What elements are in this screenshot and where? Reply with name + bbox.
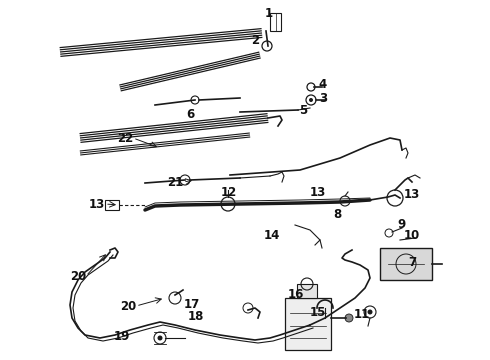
- Text: 3: 3: [319, 91, 327, 104]
- Text: 20: 20: [70, 270, 86, 283]
- Text: 9: 9: [398, 217, 406, 230]
- Circle shape: [157, 336, 163, 341]
- Text: 14: 14: [264, 229, 280, 242]
- Text: 13: 13: [89, 198, 105, 211]
- Text: 20: 20: [120, 300, 136, 312]
- Text: 22: 22: [117, 131, 133, 144]
- FancyBboxPatch shape: [270, 13, 281, 31]
- Text: 4: 4: [319, 77, 327, 90]
- Text: 1: 1: [265, 6, 273, 19]
- Text: 17: 17: [184, 297, 200, 310]
- Text: 19: 19: [114, 329, 130, 342]
- Text: 12: 12: [221, 185, 237, 198]
- FancyBboxPatch shape: [285, 298, 331, 350]
- Text: 13: 13: [310, 185, 326, 198]
- Text: 2: 2: [251, 33, 259, 46]
- Circle shape: [345, 314, 353, 322]
- Text: 8: 8: [333, 207, 341, 220]
- Text: 13: 13: [404, 188, 420, 201]
- FancyBboxPatch shape: [297, 284, 317, 298]
- Text: 11: 11: [354, 307, 370, 320]
- Text: 21: 21: [167, 176, 183, 189]
- Text: 7: 7: [408, 256, 416, 269]
- Circle shape: [368, 310, 372, 315]
- Text: 6: 6: [186, 108, 194, 121]
- Text: 18: 18: [188, 310, 204, 323]
- FancyBboxPatch shape: [380, 248, 432, 280]
- Text: 10: 10: [404, 229, 420, 242]
- FancyBboxPatch shape: [105, 200, 119, 210]
- Text: 5: 5: [299, 104, 307, 117]
- Text: 16: 16: [288, 288, 304, 301]
- Text: 15: 15: [310, 306, 326, 319]
- Circle shape: [309, 98, 313, 102]
